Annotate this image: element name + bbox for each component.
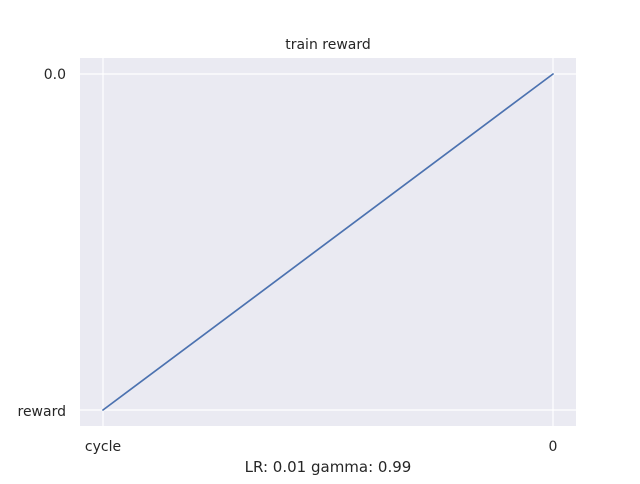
x-axis-label: LR: 0.01 gamma: 0.99 — [245, 458, 412, 476]
grid-lines — [80, 58, 576, 426]
y-tick-label-bottom: reward — [18, 404, 67, 420]
x-tick-label-left: cycle — [85, 439, 121, 455]
y-tick-label-top: 0.0 — [44, 67, 66, 83]
x-tick-label-right: 0 — [549, 439, 558, 455]
series-line — [102, 73, 554, 411]
series-layer — [102, 73, 554, 411]
chart-title: train reward — [285, 37, 371, 53]
